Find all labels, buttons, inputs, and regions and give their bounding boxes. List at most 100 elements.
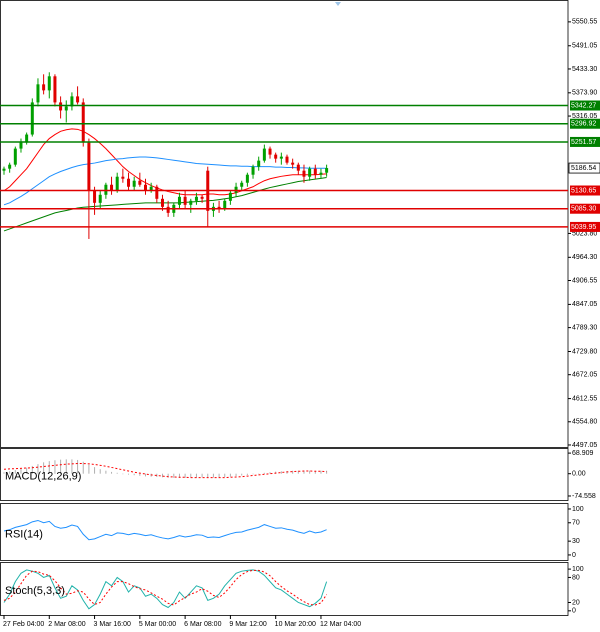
candle-body [59,102,63,111]
macd-bar [229,473,231,477]
macd-bar [263,472,265,474]
candle-body [228,192,232,201]
x-tick-label: 3 Mar 16:00 [94,621,131,628]
macd-bar [246,473,248,475]
level-box [570,203,600,214]
candle-body [132,180,136,187]
macd-bar [94,467,96,474]
x-tick-label: 9 Mar 12:00 [229,621,266,628]
x-tick-label: 5 Mar 00:00 [139,621,176,628]
y-tick-label: 68.909 [572,450,594,457]
macd-bar [88,464,90,474]
candle-body [93,190,97,203]
panel-frame [0,503,569,561]
level-label: 5342.27 [571,102,596,109]
y-tick-label: 4672.05 [572,372,597,379]
panel-title: MACD(12,26,9) [5,471,81,483]
candle-body [8,164,12,169]
macd-bar [235,473,237,477]
candle-body [42,84,46,91]
y-tick-label: 4847.05 [572,301,597,308]
candle-body [296,164,300,171]
candle-body [217,206,221,209]
candle-body [240,182,244,187]
macd-bar [77,459,79,474]
candle-body [302,170,306,177]
macd-bar [269,472,271,474]
macd-bar [3,472,5,474]
macd-bar [26,467,28,474]
macd-bar [48,461,50,474]
macd-bar [218,473,220,478]
candle-body [166,206,170,213]
macd-bar [139,473,141,476]
candle-body [127,178,131,187]
level-label: 5296.92 [571,121,596,128]
y-tick-label: 4497.05 [572,442,597,449]
candle-body [194,196,198,201]
macd-bar [20,468,22,474]
candle-body [223,200,227,209]
y-tick-label: 30 [572,538,580,545]
y-tick-label: 4612.55 [572,395,597,402]
macd-bar [258,473,260,475]
indicator-line [3,463,327,479]
level-box [570,185,600,196]
y-tick-label: 80 [572,574,580,581]
macd-bar [99,469,101,474]
candle-body [47,76,51,91]
candle-body [262,148,266,161]
level-box [570,118,600,129]
macd-bar [105,470,107,474]
y-tick-label: 5373.90 [572,90,597,97]
candle-body [64,106,68,111]
macd-bar [161,473,163,478]
macd-bar [31,465,33,474]
macd-bar [82,461,84,474]
y-tick-label: 70 [572,520,580,527]
macd-bar [111,471,113,474]
level-box [570,100,600,111]
panel-frame [0,0,569,448]
indicator-line [3,519,327,541]
macd-bar [9,471,11,474]
macd-bar [60,459,62,474]
candle-body [144,184,147,191]
current-price: 5186.54 [571,165,596,172]
candle-body [30,102,34,135]
price-box [568,162,600,174]
y-tick-label: 0.00 [572,471,586,478]
macd-bar [128,473,130,475]
macd-bar [201,473,203,478]
candle-body [245,174,249,183]
candle-body [177,196,181,205]
macd-bar [195,473,197,478]
y-tick-label: 5433.30 [572,66,597,73]
y-tick-label: 100 [572,566,584,573]
macd-bar [314,470,316,474]
y-tick-label: 5023.80 [572,230,597,237]
x-tick-label: 12 Mar 04:00 [320,621,361,628]
y-tick-label: 0 [572,552,576,559]
candle-body [138,180,142,185]
shift-marker [335,2,341,6]
macd-bar [122,473,124,475]
macd-bar [14,470,16,474]
macd-bar [280,471,282,474]
macd-bar [303,470,305,474]
candle-body [183,196,187,205]
candle-body [279,156,283,159]
y-tick-label: 4554.80 [572,419,597,426]
candle-body [81,102,85,143]
candle-body [110,184,114,191]
y-tick-label: -74.558 [572,493,596,500]
candle-body [98,194,102,203]
x-tick-label: 27 Feb 04:00 [3,621,44,628]
y-tick-label: 5491.05 [572,43,597,50]
candle-body [319,172,323,175]
y-tick-label: 4789.30 [572,324,597,331]
candle-body [160,198,164,207]
panel-frame [0,448,569,501]
candle-body [87,142,91,191]
